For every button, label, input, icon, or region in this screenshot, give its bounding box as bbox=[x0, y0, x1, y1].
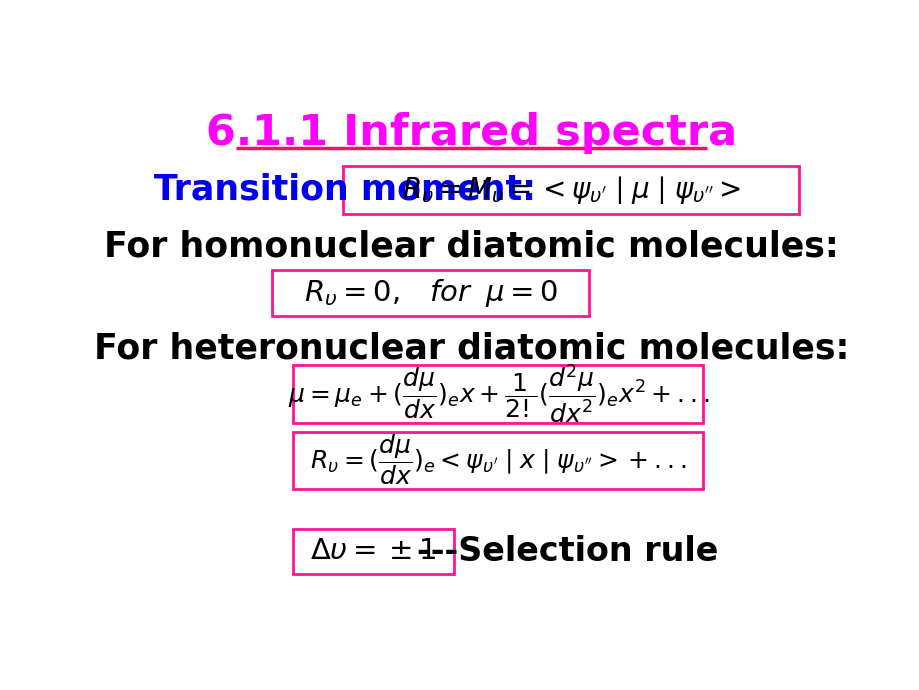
Text: $\Delta \upsilon = \pm 1$: $\Delta \upsilon = \pm 1$ bbox=[310, 538, 436, 565]
FancyBboxPatch shape bbox=[293, 529, 453, 574]
Text: $R_{\upsilon} = M_{\upsilon} =< \psi_{\upsilon^{\prime}} \mid \mu \mid \psi_{\up: $R_{\upsilon} = M_{\upsilon} =< \psi_{\u… bbox=[402, 174, 740, 206]
FancyBboxPatch shape bbox=[272, 270, 588, 315]
Text: ---Selection rule: ---Selection rule bbox=[416, 535, 718, 568]
Text: $\mu = \mu_e + (\dfrac{d\mu}{dx})_e x + \dfrac{1}{2!}(\dfrac{d^2\mu}{dx^2})_e x^: $\mu = \mu_e + (\dfrac{d\mu}{dx})_e x + … bbox=[288, 362, 709, 425]
FancyBboxPatch shape bbox=[343, 166, 799, 214]
Text: For heteronuclear diatomic molecules:: For heteronuclear diatomic molecules: bbox=[94, 331, 848, 366]
FancyBboxPatch shape bbox=[293, 366, 702, 423]
Text: 6.1.1 Infrared spectra: 6.1.1 Infrared spectra bbox=[206, 112, 736, 154]
FancyBboxPatch shape bbox=[293, 432, 702, 489]
Text: Transition moment:: Transition moment: bbox=[154, 172, 536, 206]
Text: $R_{\upsilon} = (\dfrac{d\mu}{dx})_e < \psi_{\upsilon^{\prime}} \mid x \mid \psi: $R_{\upsilon} = (\dfrac{d\mu}{dx})_e < \… bbox=[310, 433, 686, 487]
Text: For homonuclear diatomic molecules:: For homonuclear diatomic molecules: bbox=[104, 230, 838, 264]
Text: $R_{\upsilon} = 0, \;\;\; \mathit{for} \;\; \mu = 0$: $R_{\upsilon} = 0, \;\;\; \mathit{for} \… bbox=[303, 277, 558, 308]
